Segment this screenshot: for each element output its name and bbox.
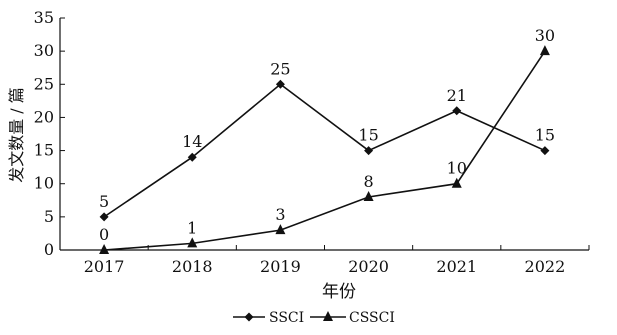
data-label-ssci: 15 — [358, 126, 378, 145]
data-point-ssci — [99, 212, 109, 222]
data-point-cssci — [451, 177, 462, 188]
data-point-ssci — [540, 146, 550, 156]
data-label-ssci: 25 — [270, 59, 290, 78]
data-point-cssci — [99, 244, 110, 254]
data-label-cssci: 30 — [535, 26, 555, 45]
series-cssci — [99, 45, 550, 254]
data-point-cssci — [275, 224, 286, 235]
data-label-cssci: 3 — [275, 205, 285, 224]
x-tick-label: 2019 — [260, 257, 301, 276]
x-tick-label: 2018 — [172, 257, 213, 276]
y-tick-label: 15 — [34, 141, 54, 160]
data-point-ssci — [452, 106, 462, 116]
series-line-cssci — [104, 50, 546, 251]
y-tick-label: 0 — [44, 240, 54, 259]
series-line-ssci — [103, 83, 546, 218]
y-tick-label: 20 — [34, 107, 54, 126]
data-labels: 5 14 25 15 21 15 0 1 3 8 10 30 — [99, 26, 555, 244]
legend: SSCI CSSCI — [233, 310, 395, 326]
data-point-cssci — [539, 45, 550, 56]
data-label-cssci: 0 — [99, 225, 109, 244]
series-ssci — [99, 79, 550, 222]
legend-marker-ssci — [244, 312, 254, 322]
x-tick-label: 2022 — [525, 257, 566, 276]
series-layer — [99, 45, 550, 254]
y-tick-label: 30 — [34, 41, 54, 60]
data-label-ssci: 21 — [447, 86, 467, 105]
data-point-cssci — [187, 237, 198, 248]
legend-item-cssci: CSSCI — [310, 310, 395, 326]
x-axis-title: 年份 — [322, 282, 356, 302]
y-axis-title: 发文数量 / 篇 — [7, 87, 26, 183]
data-label-ssci: 14 — [182, 132, 202, 151]
legend-label-ssci: SSCI — [269, 310, 304, 326]
legend-label-cssci: CSSCI — [349, 310, 395, 326]
x-tick-label: 2020 — [348, 257, 389, 276]
x-tick-label: 2017 — [84, 257, 125, 276]
data-point-ssci — [275, 79, 285, 89]
data-label-cssci: 1 — [187, 218, 197, 237]
data-label-ssci: 15 — [535, 126, 555, 145]
data-label-cssci: 8 — [363, 172, 373, 191]
y-tick-label: 10 — [34, 174, 54, 193]
x-tick-label: 2021 — [436, 257, 477, 276]
y-tick-label: 25 — [34, 74, 54, 93]
legend-marker-cssci — [323, 311, 333, 321]
data-point-ssci — [187, 152, 197, 162]
y-tick-label: 5 — [44, 207, 54, 226]
data-label-ssci: 5 — [99, 192, 109, 211]
legend-item-ssci: SSCI — [233, 310, 304, 326]
data-point-ssci — [364, 146, 374, 156]
data-point-cssci — [363, 190, 374, 201]
data-label-cssci: 10 — [447, 159, 467, 178]
y-tick-label: 35 — [34, 8, 54, 27]
